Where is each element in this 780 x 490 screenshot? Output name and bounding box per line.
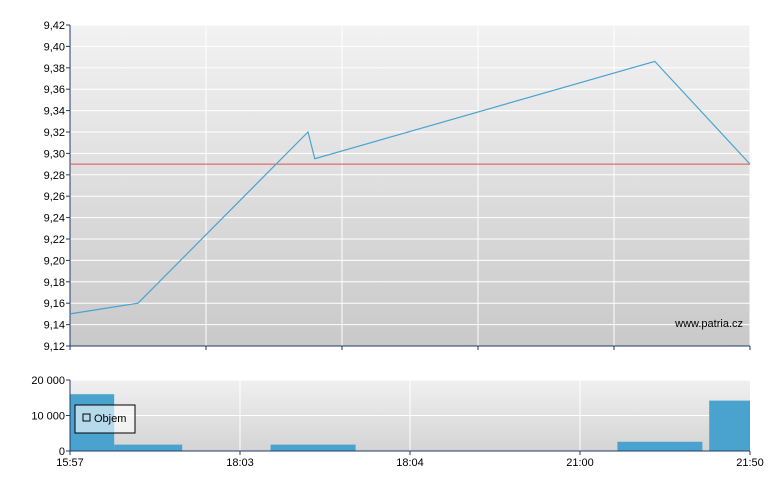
legend: Objem — [74, 404, 136, 434]
volume-y-tick-label: 20 000 — [31, 375, 65, 387]
price-y-tick-label: 9,14 — [44, 320, 65, 332]
price-y-tick-label: 9,26 — [44, 191, 65, 203]
price-x-tick-marks — [69, 346, 751, 350]
price-y-tick-label: 9,12 — [44, 341, 65, 353]
price-gridlines — [70, 24, 751, 347]
watermark-text: www.patria.cz — [674, 318, 743, 330]
price-y-tick-label: 9,42 — [44, 20, 65, 32]
legend-swatch-icon — [82, 413, 91, 422]
time-x-tick-label: 15:57 — [56, 457, 84, 469]
price-y-tick-label: 9,40 — [44, 41, 65, 53]
volume-gridlines — [70, 379, 750, 451]
price-plot-background — [70, 25, 750, 346]
price-y-tick-label: 9,22 — [44, 234, 65, 246]
time-x-tick-label: 21:00 — [566, 457, 594, 469]
price-y-tick-label: 9,20 — [44, 255, 65, 267]
price-y-tick-label: 9,24 — [44, 213, 65, 225]
price-y-tick-label: 9,30 — [44, 148, 65, 160]
time-x-axis: 15:57 18:03 18:04 21:00 21:50 — [56, 451, 764, 469]
price-y-tick-label: 9,36 — [44, 84, 65, 96]
price-y-tick-label: 9,38 — [44, 63, 65, 75]
volume-y-axis: 0 10 000 20 000 — [31, 375, 70, 458]
legend-label: Objem — [94, 413, 126, 425]
time-x-tick-label: 18:03 — [226, 457, 254, 469]
volume-y-tick-label: 0 — [59, 446, 65, 458]
time-x-tick-label: 18:04 — [396, 457, 424, 469]
volume-bar — [709, 400, 750, 451]
volume-bar — [270, 444, 356, 451]
price-series-line — [69, 60, 751, 315]
volume-y-tick-label: 10 000 — [31, 411, 65, 423]
volume-bar — [114, 444, 183, 451]
volume-bar — [617, 441, 703, 451]
price-panel: 9,12 9,14 9,16 9,18 9,20 9,22 9,24 9,26 9,28 9,30… — [44, 20, 751, 353]
price-y-tick-label: 9,18 — [44, 277, 65, 289]
price-y-tick-label: 9,16 — [44, 298, 65, 310]
price-y-tick-label: 9,32 — [44, 127, 65, 139]
price-y-axis: 9,12 9,14 9,16 9,18 9,20 9,22 9,24 9,26 9,28 9,30… — [44, 20, 70, 353]
time-x-tick-label: 21:50 — [736, 457, 764, 469]
price-y-tick-label: 9,28 — [44, 170, 65, 182]
legend-box — [74, 404, 136, 434]
price-y-tick-label: 9,34 — [44, 106, 65, 118]
